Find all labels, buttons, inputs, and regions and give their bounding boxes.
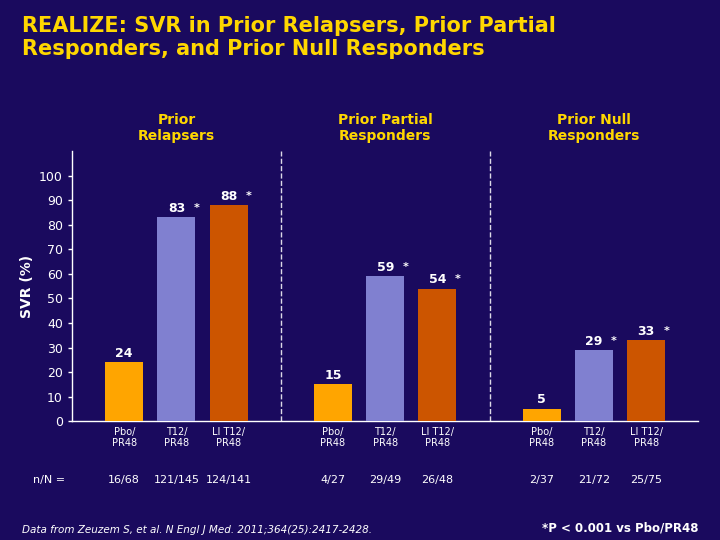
Text: Prior
Relapsers: Prior Relapsers — [138, 113, 215, 143]
Y-axis label: SVR (%): SVR (%) — [19, 255, 34, 318]
Text: Prior Null
Responders: Prior Null Responders — [548, 113, 640, 143]
Text: 83: 83 — [168, 202, 185, 215]
Text: 26/48: 26/48 — [421, 475, 454, 485]
Text: 16/68: 16/68 — [108, 475, 140, 485]
Text: *P < 0.001 vs Pbo/PR48: *P < 0.001 vs Pbo/PR48 — [542, 522, 698, 535]
Text: 5: 5 — [537, 394, 546, 407]
Text: 2/37: 2/37 — [529, 475, 554, 485]
Text: 15: 15 — [324, 369, 342, 382]
Text: *: * — [194, 203, 199, 213]
Text: Pbo/
PR48: Pbo/ PR48 — [112, 427, 137, 448]
Text: *: * — [663, 326, 669, 336]
Text: T12/
PR48: T12/ PR48 — [582, 427, 606, 448]
Text: n/N =: n/N = — [32, 475, 65, 485]
Bar — [523, 409, 561, 421]
Text: LI T12/
PR48: LI T12/ PR48 — [212, 427, 245, 448]
Text: *: * — [402, 262, 408, 272]
Text: REALIZE: SVR in Prior Relapsers, Prior Partial
Responders, and Prior Null Respon: REALIZE: SVR in Prior Relapsers, Prior P… — [22, 16, 555, 59]
Text: 59: 59 — [377, 261, 394, 274]
Bar — [627, 340, 665, 421]
Text: *: * — [611, 335, 617, 346]
Text: 21/72: 21/72 — [578, 475, 610, 485]
Bar — [158, 218, 195, 421]
Text: 54: 54 — [428, 273, 446, 286]
Text: 33: 33 — [638, 325, 654, 338]
Text: T12/
PR48: T12/ PR48 — [373, 427, 397, 448]
Text: *: * — [454, 274, 460, 284]
Text: 88: 88 — [220, 190, 237, 202]
Text: 121/145: 121/145 — [153, 475, 199, 485]
Text: 24: 24 — [115, 347, 133, 360]
Bar — [105, 362, 143, 421]
Text: 29: 29 — [585, 335, 603, 348]
Text: Pbo/
PR48: Pbo/ PR48 — [320, 427, 346, 448]
Text: 4/27: 4/27 — [320, 475, 346, 485]
Text: LI T12/
PR48: LI T12/ PR48 — [421, 427, 454, 448]
Text: 124/141: 124/141 — [205, 475, 252, 485]
Bar — [210, 205, 248, 421]
Bar — [418, 289, 456, 421]
Bar — [366, 276, 404, 421]
Text: Prior Partial
Responders: Prior Partial Responders — [338, 113, 433, 143]
Text: Data from Zeuzem S, et al. N Engl J Med. 2011;364(25):2417-2428.: Data from Zeuzem S, et al. N Engl J Med.… — [22, 524, 372, 535]
Text: 29/49: 29/49 — [369, 475, 401, 485]
Text: *: * — [246, 191, 251, 201]
Text: T12/
PR48: T12/ PR48 — [164, 427, 189, 448]
Text: 25/75: 25/75 — [630, 475, 662, 485]
Text: Pbo/
PR48: Pbo/ PR48 — [529, 427, 554, 448]
Bar — [575, 350, 613, 421]
Text: LI T12/
PR48: LI T12/ PR48 — [630, 427, 662, 448]
Bar — [314, 384, 352, 421]
